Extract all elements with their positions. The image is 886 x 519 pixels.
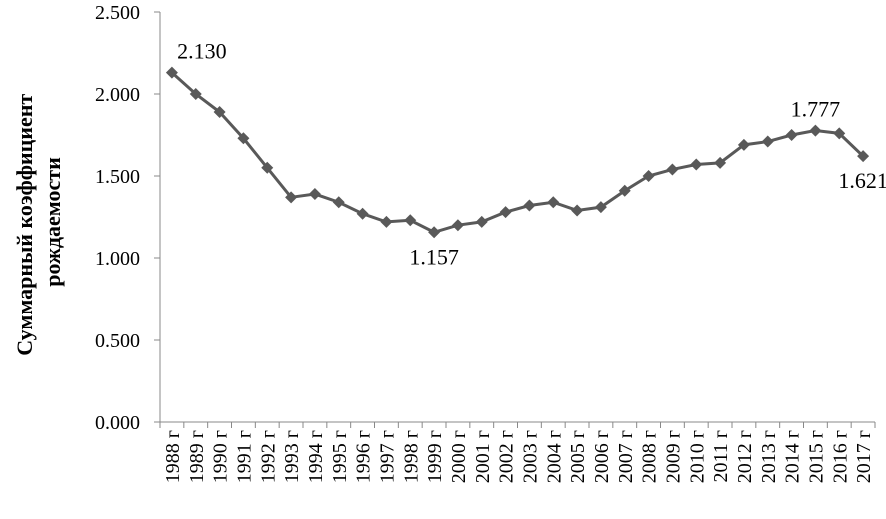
x-tick-label: 1995 г xyxy=(329,430,351,483)
x-tick-label: 2014 г xyxy=(782,430,804,483)
marker xyxy=(356,207,369,220)
x-tick-label: 1998 г xyxy=(400,430,422,483)
x-tick-label: 1999 г xyxy=(424,430,446,483)
data-label: 2.130 xyxy=(177,39,227,64)
marker xyxy=(499,206,512,219)
y-tick-label: 2.500 xyxy=(95,2,140,24)
y-tick-label: 1.500 xyxy=(95,166,140,188)
marker xyxy=(165,66,178,79)
y-tick-label: 1.000 xyxy=(95,248,140,270)
marker xyxy=(833,127,846,140)
marker xyxy=(308,188,321,201)
x-tick-label: 2005 г xyxy=(567,430,589,483)
marker xyxy=(809,124,822,137)
marker xyxy=(189,88,202,100)
y-tick-label: 0.000 xyxy=(95,412,140,434)
x-tick-label: 2008 г xyxy=(639,430,661,483)
marker xyxy=(285,191,298,204)
x-tick-label: 2015 г xyxy=(805,430,827,483)
y-axis-title-line: рождаемости xyxy=(40,157,65,287)
data-label: 1.157 xyxy=(409,244,459,269)
marker xyxy=(666,163,679,176)
y-tick-label: 0.500 xyxy=(95,330,140,352)
marker xyxy=(332,196,345,209)
x-tick-label: 2004 г xyxy=(543,430,565,483)
y-axis-title: Суммарный коэффициент рождаемости xyxy=(12,88,65,355)
x-tick-label: 1993 г xyxy=(281,430,303,483)
x-tick-label: 1997 г xyxy=(376,430,398,483)
data-label: 1.621 xyxy=(838,168,886,193)
marker xyxy=(451,219,464,232)
x-tick-label: 2001 г xyxy=(472,430,494,483)
x-tick-label: 1988 г xyxy=(162,430,184,483)
x-tick-label: 2011 г xyxy=(710,430,732,482)
marker xyxy=(237,132,250,145)
marker xyxy=(404,214,417,227)
x-tick-label: 2009 г xyxy=(662,430,684,483)
x-tick-label: 2017 г xyxy=(853,430,875,483)
marker xyxy=(737,138,750,151)
marker xyxy=(761,135,774,148)
x-tick-label: 1992 г xyxy=(257,430,279,483)
marker xyxy=(690,158,703,171)
marker xyxy=(618,184,631,197)
marker xyxy=(523,199,536,212)
y-tick-label: 2.000 xyxy=(95,84,140,106)
marker xyxy=(857,150,870,163)
x-tick-label: 1990 г xyxy=(210,430,232,483)
x-tick-label: 2010 г xyxy=(686,430,708,483)
x-tick-label: 2002 г xyxy=(496,430,518,483)
marker xyxy=(547,196,560,209)
x-tick-label: 2007 г xyxy=(615,430,637,483)
marker xyxy=(642,170,655,182)
marker xyxy=(571,204,584,217)
marker xyxy=(213,106,226,119)
marker xyxy=(475,215,488,228)
y-axis-title-line: Суммарный коэффициент xyxy=(12,94,37,356)
marker xyxy=(261,161,274,174)
line xyxy=(170,71,865,234)
marker xyxy=(594,201,607,214)
marker xyxy=(714,156,727,169)
x-tick-label: 1991 г xyxy=(233,430,255,483)
x-tick-label: 2016 г xyxy=(829,430,851,483)
x-tick-label: 1996 г xyxy=(353,430,375,483)
x-tick-label: 2006 г xyxy=(591,430,613,483)
x-tick-label: 1989 г xyxy=(186,430,208,483)
x-tick-label: 2012 г xyxy=(734,430,756,483)
x-tick-label: 1994 г xyxy=(305,430,327,483)
x-tick-label: 2003 г xyxy=(519,430,541,483)
x-tick-label: 2000 г xyxy=(448,430,470,483)
data-label: 1.777 xyxy=(791,97,841,122)
marker xyxy=(785,129,798,141)
marker xyxy=(428,226,441,239)
marker xyxy=(380,215,393,228)
x-tick-label: 2013 г xyxy=(758,430,780,483)
